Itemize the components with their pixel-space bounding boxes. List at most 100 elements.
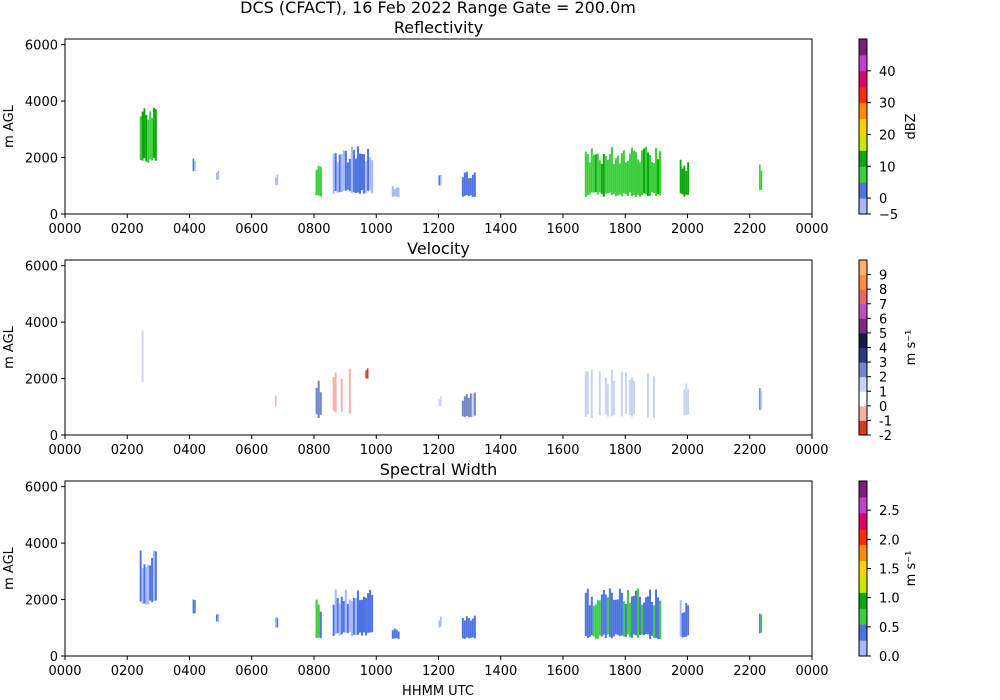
colorbar-segment [859,318,867,334]
echo-streak [624,372,627,414]
echo-streak [438,399,441,406]
colorbar-segment [859,289,867,305]
echo-streak [632,595,635,635]
echo-streak [440,396,442,407]
echo-streak [348,368,351,414]
echo-streak [681,613,684,638]
echo-streak [630,147,633,197]
echo-streak [600,369,603,417]
colorbar-tick-label: 2.0 [879,533,900,548]
colorbar-tick-label: 3 [879,356,887,371]
echo-streak [602,368,605,416]
colorbar-segment [859,391,867,407]
echo-streak [473,172,476,197]
y-tick-label: 4000 [25,316,58,331]
echo-streak [141,330,144,383]
colorbar-segment [859,624,867,641]
echo-streak [624,162,627,195]
colorbar-segment [859,198,867,215]
echo-streak [616,155,619,196]
echo-streak [344,150,347,191]
echo-streak [640,604,643,635]
echo-streak [139,339,142,383]
colorbar-tick-label: 2 [879,371,887,386]
echo-streak [760,614,763,633]
echo-streak [391,409,394,418]
y-tick-label: 2000 [25,594,58,609]
echo-streak [473,392,476,416]
echo-streak [143,564,146,604]
echo-streak [317,604,320,638]
echo-streak [371,379,374,415]
colorbar-segment [859,260,867,276]
echo-streak [352,369,355,414]
echo-streak [352,149,355,193]
panel-title: Reflectivity [394,18,483,37]
x-tick-label: 1600 [546,222,579,237]
echo-streak [588,374,591,414]
echo-streak [471,174,474,197]
echo-streak [600,594,603,637]
echo-streak [618,588,621,636]
y-tick-label: 0 [50,208,58,223]
echo-streak [590,369,593,418]
colorbar-tick-label: 10 [879,160,896,175]
x-tick-label: 0400 [173,664,206,679]
echo-streak [642,371,645,418]
colorbar-segment [859,102,867,120]
colorbar: −50 10 20 30 40 dBZ [858,38,919,223]
echo-streak [638,375,641,416]
echo-streak [622,384,625,419]
colorbar-label: m s⁻¹ [904,330,919,366]
echo-streak [139,116,142,161]
echo-streak [463,620,466,639]
echo-streak [397,187,400,197]
echo-streak [584,592,587,636]
echo-streak [139,550,142,602]
y-tick-label: 2000 [25,152,58,167]
colorbar-tick-label: 0.5 [879,621,900,636]
echo-streak [354,597,357,635]
colorbar-label: m s⁻¹ [904,551,919,587]
echo-streak [338,154,341,193]
echo-streak [683,612,686,637]
echo-streak [346,162,349,190]
echo-streak [360,599,364,636]
x-axis-label: HHMM UTC [402,684,474,699]
colorbar-segment [859,560,867,577]
echo-streak [653,376,656,418]
echo-streak [659,600,662,639]
echo-streak [657,159,660,195]
echo-streak [596,385,599,418]
y-tick-label: 6000 [25,39,58,54]
colorbar-segment [859,576,867,593]
echo-streak [636,159,639,195]
echo-streak [143,342,146,379]
echo-streak [618,163,621,195]
echo-streak [440,175,442,186]
echo-streak [653,605,656,638]
echo-streak [657,597,660,640]
echo-streak [317,380,320,419]
echo-streak [336,597,339,634]
echo-streak [369,589,372,633]
colorbar-tick-label: 5 [879,327,887,342]
panel-3: Spectral Width 0000 0200 0400 0600 0800 1000 12… [2,460,919,679]
echo-streak [683,165,686,197]
x-tick-label: 1200 [422,222,455,237]
echo-streak [638,162,641,197]
echo-streak [358,600,361,633]
colorbar-segment [859,150,867,167]
echo-streak [365,370,367,379]
colorbar-segment [859,39,867,56]
echo-streak [651,601,654,636]
echo-streak [467,397,470,418]
echo-streak [334,153,337,191]
echo-streak [147,345,150,383]
echo-streak [628,602,631,638]
colorbar-tick-label: 0 [879,400,887,415]
echo-streak [141,568,144,604]
colorbar-segment [859,405,867,421]
y-tick-label: 0 [50,650,58,665]
